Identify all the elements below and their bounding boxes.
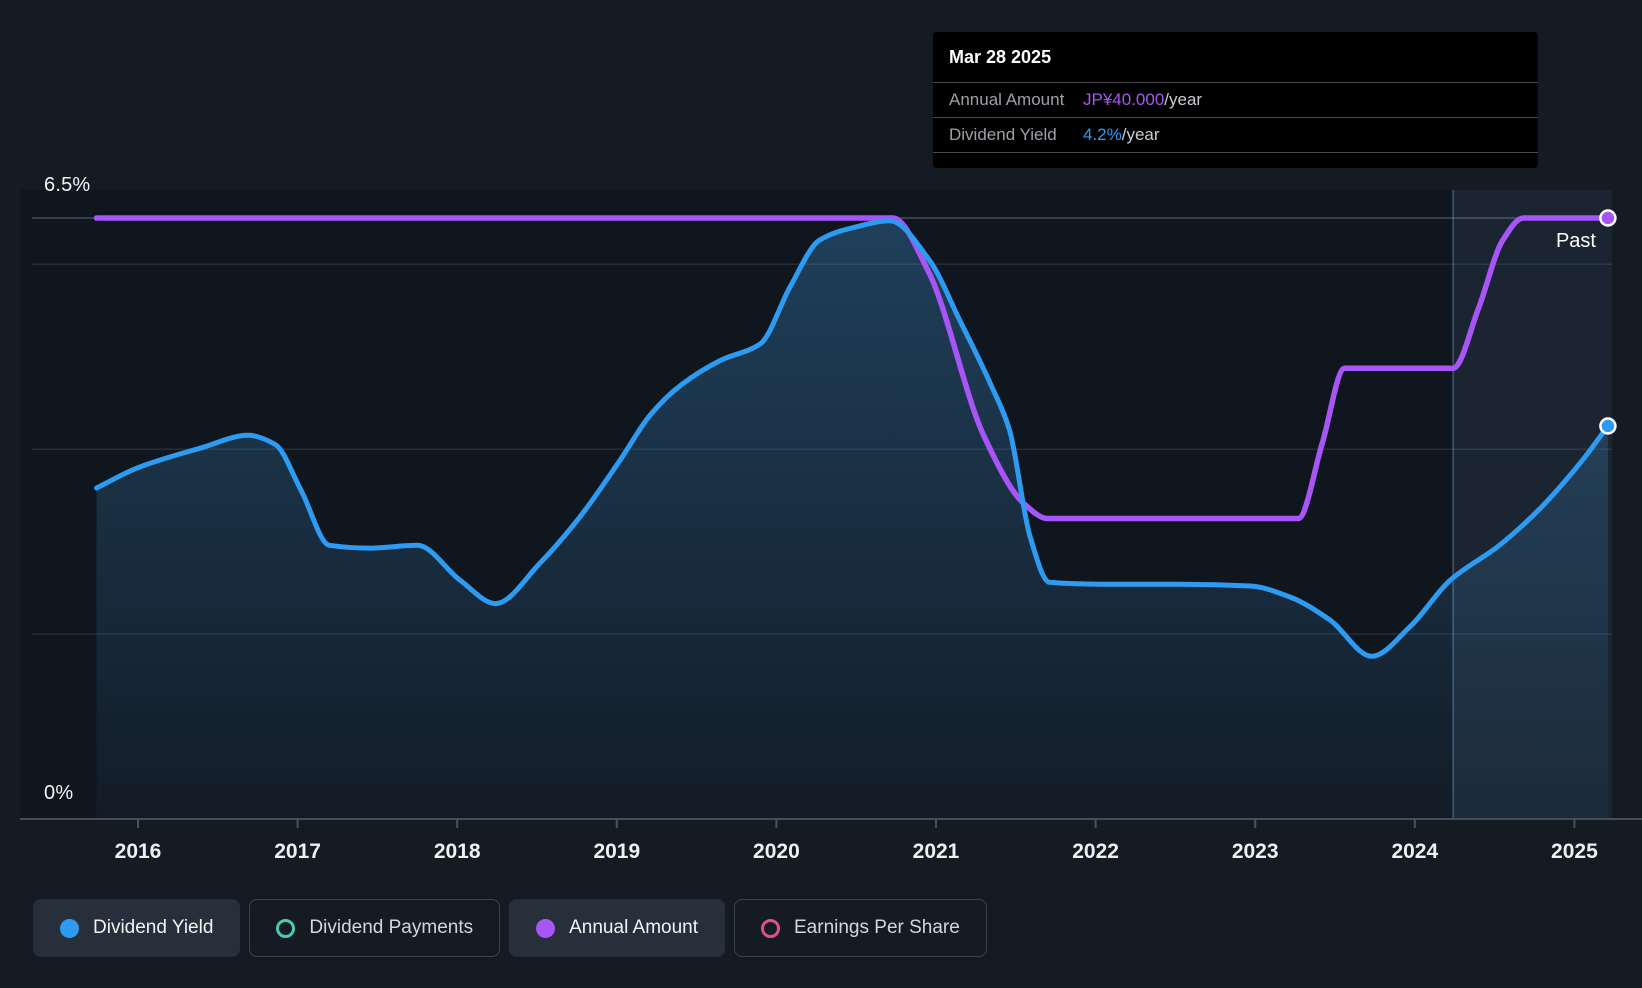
past-region-label: Past [1555, 230, 1596, 252]
legend-button-earnings-per-share[interactable]: Earnings Per Share [734, 899, 987, 957]
annual-amount-line [93, 215, 1611, 522]
x-tick-label: 2024 [1391, 840, 1438, 863]
earnings-per-share-ring-icon [761, 918, 780, 938]
legend-label: Annual Amount [569, 917, 698, 938]
tooltip-value-annual-amount: JP¥40.000 [1083, 90, 1165, 109]
x-tick-label: 2016 [115, 840, 162, 863]
tooltip-row-dividend-yield: Dividend Yield 4.2% /year [933, 117, 1538, 152]
x-tick-label: 2023 [1232, 840, 1279, 863]
y-axis-max-label: 6.5% [44, 174, 91, 196]
chart-tooltip: Mar 28 2025 Annual Amount JP¥40.000 /yea… [933, 32, 1538, 168]
legend-label: Earnings Per Share [794, 917, 960, 938]
tooltip-label: Annual Amount [949, 90, 1065, 109]
x-tick-label: 2025 [1551, 840, 1598, 863]
tooltip-label: Dividend Yield [949, 125, 1057, 144]
tooltip-value-dividend-yield: 4.2% [1083, 125, 1122, 144]
dividend-yield-area [96, 220, 1608, 820]
x-tick-label: 2022 [1072, 840, 1119, 863]
tooltip-suffix: /year [1121, 125, 1160, 144]
tooltip-row-annual-amount: Annual Amount JP¥40.000 /year [933, 82, 1538, 117]
dividend-yield-end-marker[interactable] [1599, 417, 1617, 435]
dividend-yield-line [94, 218, 1611, 659]
tooltip-divider [933, 152, 1538, 153]
x-tick-label: 2019 [593, 840, 640, 863]
y-axis-zero-label: 0% [44, 782, 74, 804]
legend-label: Dividend Payments [309, 917, 474, 938]
annual-amount-dot-icon [536, 918, 556, 938]
legend-button-dividend-yield[interactable]: Dividend Yield [33, 899, 241, 957]
x-tick-label: 2020 [753, 840, 800, 863]
chart-legend: Dividend Yield Dividend Payments Annual … [33, 899, 987, 957]
legend-button-annual-amount[interactable]: Annual Amount [509, 899, 725, 957]
x-tick-label: 2018 [434, 840, 481, 863]
past-region-band [1453, 190, 1612, 819]
dividend-yield-dot-icon [60, 918, 79, 938]
legend-button-dividend-payments[interactable]: Dividend Payments [249, 899, 501, 957]
annual-amount-end-marker[interactable] [1599, 209, 1617, 227]
legend-label: Dividend Yield [93, 917, 214, 938]
x-tick-label: 2021 [913, 840, 960, 863]
tooltip-date: Mar 28 2025 [949, 46, 1052, 67]
dividend-payments-ring-icon [276, 918, 296, 938]
x-tick-label: 2017 [274, 840, 321, 863]
tooltip-suffix: /year [1164, 90, 1203, 109]
